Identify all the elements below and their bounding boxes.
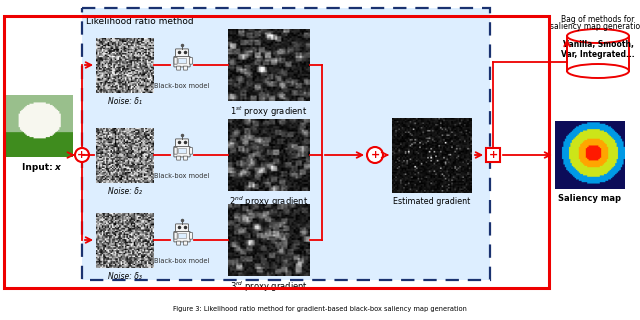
Circle shape <box>75 148 89 162</box>
Text: Noise: δ₁: Noise: δ₁ <box>108 97 142 106</box>
FancyBboxPatch shape <box>567 36 629 71</box>
Text: Input:: Input: <box>22 163 56 172</box>
Text: Estimated gradient: Estimated gradient <box>394 197 470 206</box>
FancyBboxPatch shape <box>184 66 188 70</box>
Text: Noise: δ₃: Noise: δ₃ <box>108 272 142 281</box>
FancyBboxPatch shape <box>175 139 188 148</box>
FancyBboxPatch shape <box>178 233 186 237</box>
FancyBboxPatch shape <box>174 58 177 64</box>
Text: 3$^{rd}$ proxy gradient: 3$^{rd}$ proxy gradient <box>230 280 308 294</box>
FancyBboxPatch shape <box>486 148 500 162</box>
Ellipse shape <box>567 64 629 78</box>
FancyBboxPatch shape <box>174 148 177 154</box>
Text: saliency map generation: saliency map generation <box>550 22 640 31</box>
FancyBboxPatch shape <box>189 148 193 154</box>
Text: Bag of methods for: Bag of methods for <box>561 15 635 24</box>
Text: Vanilla, Smooth,
Var, Integrated...: Vanilla, Smooth, Var, Integrated... <box>561 40 635 59</box>
FancyBboxPatch shape <box>189 58 193 64</box>
Text: +: + <box>77 150 86 160</box>
FancyBboxPatch shape <box>178 148 186 153</box>
FancyBboxPatch shape <box>82 8 490 280</box>
Text: Black-box model: Black-box model <box>154 173 210 179</box>
Text: Saliency map: Saliency map <box>559 194 621 203</box>
FancyBboxPatch shape <box>178 58 186 63</box>
Ellipse shape <box>567 29 629 43</box>
FancyBboxPatch shape <box>189 233 193 239</box>
FancyBboxPatch shape <box>177 66 180 70</box>
FancyBboxPatch shape <box>174 233 177 239</box>
Text: Likelihood ratio method: Likelihood ratio method <box>86 17 194 26</box>
Circle shape <box>367 147 383 163</box>
Text: Black-box model: Black-box model <box>154 83 210 89</box>
FancyBboxPatch shape <box>174 57 190 67</box>
Text: Black-box model: Black-box model <box>154 258 210 264</box>
FancyBboxPatch shape <box>175 49 188 58</box>
FancyBboxPatch shape <box>184 156 188 160</box>
Text: Figure 3: Likelihood ratio method for gradient-based black-box saliency map gene: Figure 3: Likelihood ratio method for gr… <box>173 306 467 312</box>
FancyBboxPatch shape <box>174 232 190 242</box>
Text: 1$^{st}$ proxy gradient: 1$^{st}$ proxy gradient <box>230 105 308 119</box>
Text: 2$^{nd}$ proxy gradient: 2$^{nd}$ proxy gradient <box>229 195 308 209</box>
Text: +: + <box>488 150 498 160</box>
Text: x: x <box>54 163 60 172</box>
Text: +: + <box>371 150 380 160</box>
FancyBboxPatch shape <box>174 147 190 157</box>
FancyBboxPatch shape <box>175 224 188 233</box>
FancyBboxPatch shape <box>177 156 180 160</box>
FancyBboxPatch shape <box>177 241 180 245</box>
Text: Noise: δ₂: Noise: δ₂ <box>108 187 142 196</box>
FancyBboxPatch shape <box>184 241 188 245</box>
